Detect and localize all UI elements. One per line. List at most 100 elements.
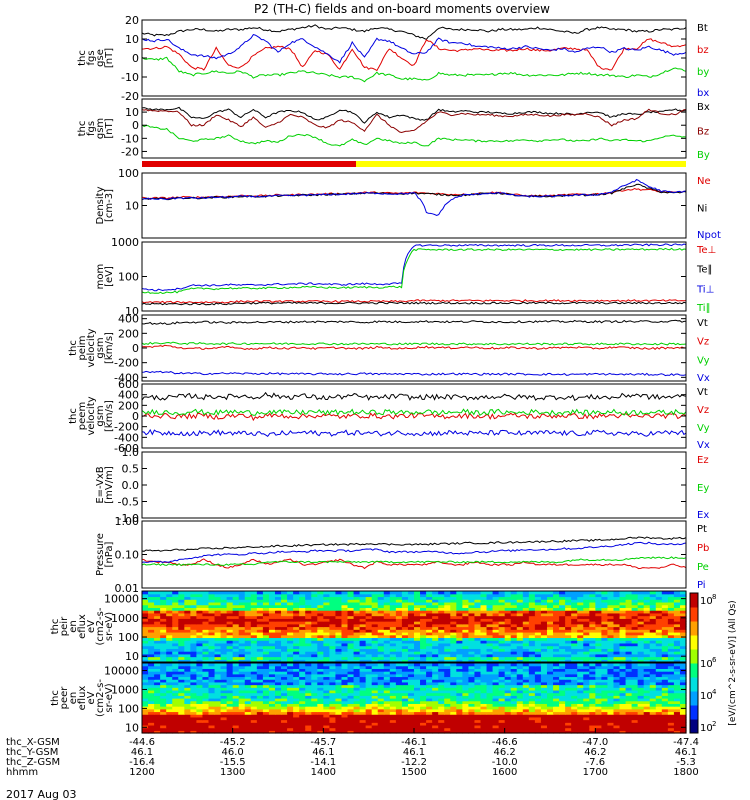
- spec-cell: [504, 727, 512, 731]
- spec-cell: [329, 681, 337, 686]
- spec-cell: [359, 681, 367, 686]
- spec-cell: [371, 714, 379, 718]
- spec-cell: [238, 687, 246, 691]
- spec-cell: [184, 668, 191, 672]
- spec-cell: [353, 671, 361, 675]
- spec-cell: [619, 716, 627, 721]
- spec-cell: [450, 610, 457, 614]
- spec-cell: [329, 679, 337, 683]
- y-tick-label: 20: [125, 14, 139, 27]
- spec-cell: [420, 623, 427, 628]
- spec-cell: [305, 727, 312, 731]
- spec-cell: [250, 679, 258, 683]
- spec-cell: [172, 596, 179, 600]
- spec-cell: [160, 612, 167, 617]
- spec-cell: [214, 727, 222, 731]
- spec-cell: [238, 621, 246, 625]
- spec-cell: [498, 610, 506, 614]
- spec-cell: [619, 698, 627, 702]
- spec-cell: [250, 656, 258, 660]
- spec-cell: [420, 612, 427, 617]
- spec-cell: [365, 653, 373, 658]
- spec-cell: [401, 653, 409, 658]
- spec-cell: [486, 687, 494, 691]
- spec-cell: [601, 730, 609, 734]
- spec-cell: [383, 637, 391, 641]
- spec-cell: [148, 593, 155, 598]
- spec-cell: [196, 673, 204, 678]
- spec-cell: [559, 676, 566, 680]
- spec-cell: [377, 621, 385, 625]
- spec-cell: [268, 607, 276, 611]
- spec-cell: [625, 679, 633, 683]
- spec-cell: [559, 618, 566, 622]
- spec-cell: [166, 601, 173, 606]
- spec-cell: [540, 687, 548, 691]
- spec-cell: [667, 698, 675, 702]
- spec-cell: [329, 714, 337, 718]
- spec-cell: [673, 703, 681, 707]
- spec-cell: [522, 621, 530, 625]
- spec-cell: [347, 714, 355, 718]
- spec-cell: [154, 653, 161, 658]
- spec-cell: [462, 684, 469, 688]
- spec-cell: [353, 621, 361, 625]
- spec-cell: [450, 716, 457, 721]
- spec-cell: [583, 648, 590, 652]
- spec-cell: [450, 656, 457, 660]
- spec-cell: [553, 673, 560, 678]
- spec-cell: [607, 724, 615, 729]
- spec-cell: [595, 599, 602, 603]
- spec-cell: [142, 730, 149, 734]
- spec-cell: [637, 623, 645, 628]
- spec-cell: [643, 692, 651, 696]
- spec-cell: [208, 618, 216, 622]
- spec-cell: [232, 653, 240, 658]
- spec-cell: [559, 599, 566, 603]
- spec-cell: [468, 604, 476, 608]
- series-line-Pi: [141, 541, 687, 563]
- spec-cell: [420, 656, 427, 660]
- y-tick-label: 0: [132, 342, 139, 355]
- spec-cell: [232, 599, 240, 603]
- spec-cell: [565, 599, 572, 603]
- spec-cell: [661, 676, 669, 680]
- spec-cell: [595, 640, 602, 644]
- spec-cell: [389, 634, 397, 639]
- spec-cell: [262, 663, 270, 667]
- spec-cell: [317, 610, 324, 614]
- spec-cell: [341, 695, 349, 699]
- spec-cell: [553, 591, 560, 595]
- spec-cell: [631, 645, 639, 649]
- spec-cell: [250, 593, 258, 598]
- spec-cell: [432, 604, 439, 608]
- spec-cell: [311, 689, 318, 694]
- y-axis-label: thc: [68, 340, 79, 356]
- spec-cell: [208, 703, 216, 707]
- spec-cell: [148, 651, 155, 655]
- spec-cell: [190, 612, 197, 617]
- spec-cell: [516, 695, 524, 699]
- spec-cell: [462, 659, 469, 663]
- spec-cell: [498, 692, 506, 696]
- spec-cell: [426, 629, 433, 633]
- spec-cell: [661, 681, 669, 686]
- spec-cell: [613, 651, 621, 655]
- spec-cell: [528, 706, 536, 710]
- spec-cell: [637, 607, 645, 611]
- spec-cell: [341, 656, 349, 660]
- spec-cell: [432, 706, 439, 710]
- spec-cell: [299, 714, 306, 718]
- spec-cell: [281, 607, 288, 611]
- spec-cell: [190, 687, 197, 691]
- spec-cell: [546, 637, 554, 641]
- spec-cell: [504, 618, 512, 622]
- spec-cell: [414, 668, 421, 672]
- spec-cell: [371, 653, 379, 658]
- x-row-value: 1700: [583, 767, 608, 778]
- spec-cell: [371, 671, 379, 675]
- spec-cell: [673, 722, 681, 726]
- spec-cell: [262, 719, 270, 723]
- spec-cell: [287, 642, 294, 647]
- spec-cell: [456, 695, 463, 699]
